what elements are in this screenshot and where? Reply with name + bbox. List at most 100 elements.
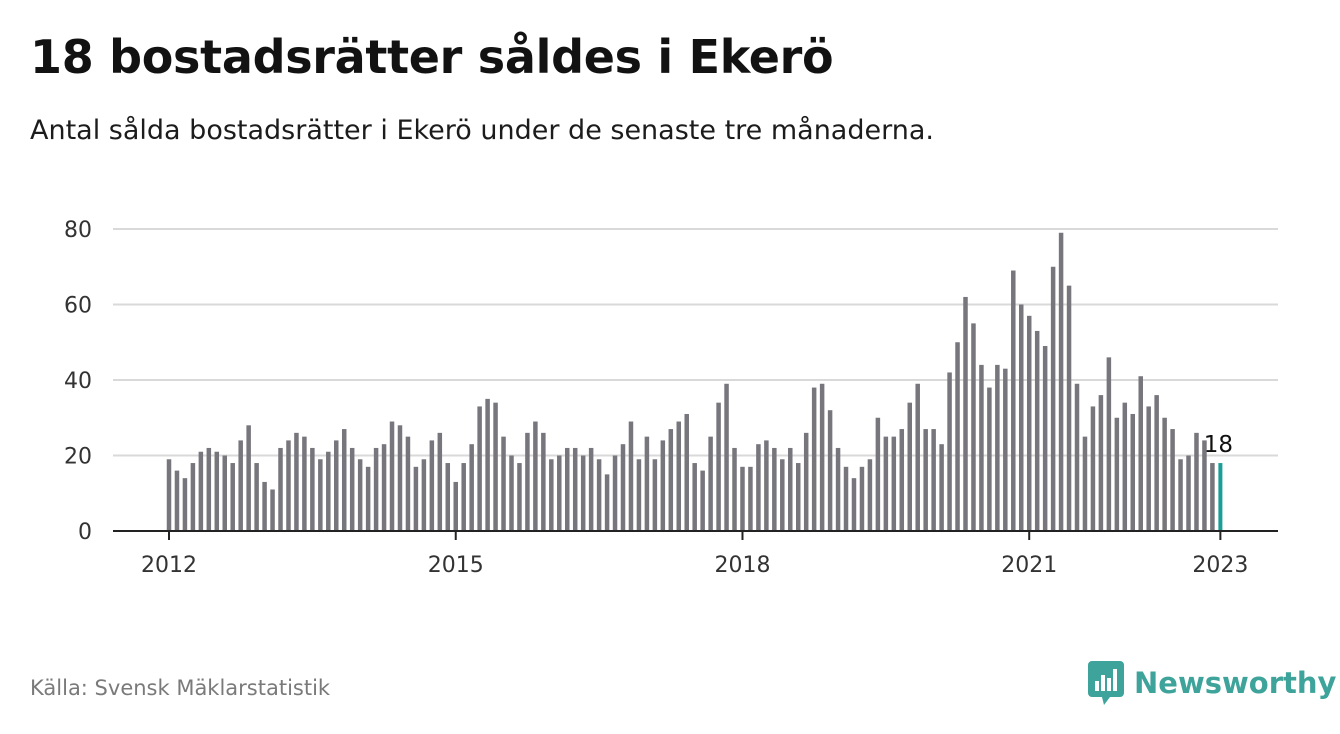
bar — [525, 432, 530, 531]
bar — [971, 323, 976, 532]
bar — [835, 447, 841, 531]
bar — [389, 421, 395, 531]
bar — [294, 432, 299, 531]
bar — [612, 455, 618, 531]
bar — [485, 398, 490, 532]
bar — [453, 481, 458, 531]
x-tick-label: 2018 — [714, 553, 770, 578]
bar — [230, 463, 235, 531]
bar — [819, 383, 825, 531]
bar — [979, 364, 984, 531]
bar — [469, 444, 474, 531]
bar — [676, 421, 682, 531]
bar — [349, 447, 355, 531]
bar — [357, 459, 363, 531]
bar — [1058, 232, 1064, 531]
bar — [381, 444, 387, 531]
bar — [341, 429, 347, 531]
latest-value-label: 18 — [1204, 432, 1233, 458]
bar — [397, 425, 403, 531]
bar — [1011, 270, 1016, 531]
bar — [557, 455, 562, 531]
bar — [565, 447, 570, 531]
bar — [549, 459, 554, 531]
bar — [310, 447, 315, 531]
bar — [955, 342, 960, 531]
bar — [421, 459, 427, 531]
bar — [461, 463, 466, 531]
bar — [509, 455, 514, 531]
y-tick-label: 60 — [64, 294, 92, 319]
bar — [1034, 330, 1040, 531]
bar — [939, 444, 944, 531]
bar — [1202, 440, 1207, 531]
bar — [795, 463, 801, 531]
bar — [788, 447, 793, 531]
axes: 0 20 40 60 80 18 2012 2015 2018 2021 2023 — [64, 218, 1278, 578]
bar — [198, 451, 204, 531]
bar — [963, 296, 968, 531]
chart-subtitle: Antal sålda bostadsrätter i Ekerö under … — [30, 115, 934, 146]
bar — [668, 429, 674, 531]
bar — [1178, 459, 1183, 531]
bar — [278, 447, 283, 531]
bar — [246, 425, 251, 531]
bar — [533, 421, 538, 531]
bar — [174, 470, 180, 531]
bar — [732, 447, 737, 531]
bar — [899, 429, 905, 531]
y-tick-label: 40 — [64, 369, 92, 394]
bar — [1194, 432, 1199, 531]
bar — [1066, 285, 1072, 532]
bar — [915, 383, 920, 531]
bar — [1186, 455, 1191, 531]
bar — [827, 410, 833, 531]
bar — [1114, 417, 1120, 531]
bars — [166, 232, 1223, 532]
x-tick-label: 2023 — [1192, 553, 1248, 578]
bar — [206, 447, 212, 531]
bar — [326, 451, 331, 531]
bar — [572, 447, 578, 531]
bar — [1122, 402, 1128, 531]
bar — [987, 387, 992, 531]
bar — [811, 387, 817, 531]
bar — [445, 463, 451, 531]
bar — [636, 459, 642, 531]
brand: Newsworthy — [1088, 660, 1336, 706]
bar — [843, 466, 849, 531]
bar — [286, 440, 291, 531]
x-tick-label: 2012 — [141, 553, 197, 578]
bar — [318, 459, 323, 531]
bar — [1106, 357, 1112, 531]
bar — [859, 466, 865, 531]
x-tick-label: 2021 — [1001, 553, 1057, 578]
bar — [477, 406, 482, 531]
bar — [1019, 304, 1024, 531]
bar — [684, 413, 689, 531]
bar — [628, 421, 634, 531]
bar — [995, 364, 1000, 531]
bar — [262, 481, 267, 531]
bar — [302, 436, 307, 532]
bar — [716, 402, 721, 531]
bar — [365, 466, 371, 531]
chart-title: 18 bostadsrätter såldes i Ekerö — [30, 30, 834, 84]
bar — [1138, 376, 1143, 531]
bar — [1074, 383, 1080, 531]
bar — [947, 372, 952, 531]
bar — [740, 466, 745, 531]
bar — [588, 447, 594, 531]
bar — [772, 447, 777, 531]
bar — [875, 417, 881, 531]
bar-latest — [1218, 463, 1223, 531]
bar — [923, 429, 928, 531]
bar — [1154, 395, 1159, 531]
bar — [1162, 417, 1167, 531]
bar — [1210, 463, 1215, 531]
y-tick-label: 20 — [64, 445, 92, 470]
bar — [724, 383, 729, 531]
bar — [182, 478, 188, 531]
bar — [413, 466, 419, 531]
